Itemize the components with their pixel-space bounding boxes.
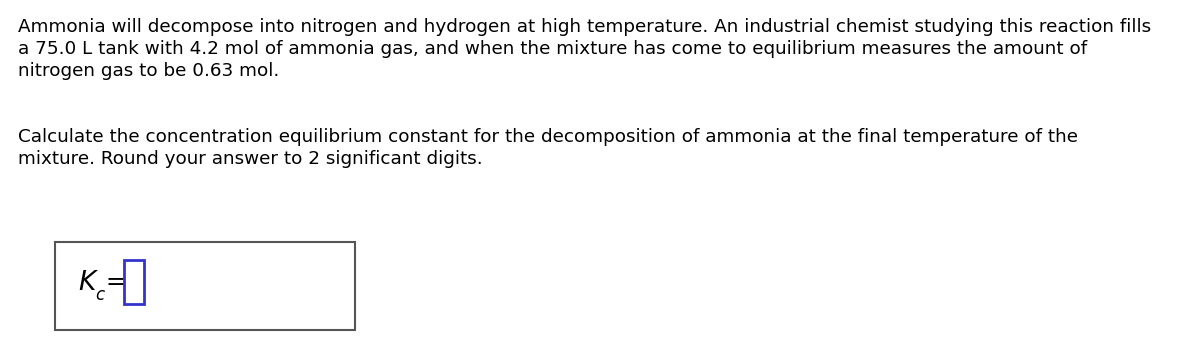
Text: $\mathit{K}$: $\mathit{K}$ <box>78 269 100 295</box>
Text: a 75.0 L tank with 4.2 mol of ammonia gas, and when the mixture has come to equi: a 75.0 L tank with 4.2 mol of ammonia ga… <box>18 40 1087 58</box>
Text: $\mathit{c}$: $\mathit{c}$ <box>95 286 106 303</box>
Text: =: = <box>106 270 126 294</box>
Text: mixture. Round your answer to 2 significant digits.: mixture. Round your answer to 2 signific… <box>18 150 482 168</box>
Text: Ammonia will decompose into nitrogen and hydrogen at high temperature. An indust: Ammonia will decompose into nitrogen and… <box>18 18 1151 36</box>
Text: Calculate the concentration equilibrium constant for the decomposition of ammoni: Calculate the concentration equilibrium … <box>18 128 1078 146</box>
Text: nitrogen gas to be 0.63 mol.: nitrogen gas to be 0.63 mol. <box>18 62 280 80</box>
